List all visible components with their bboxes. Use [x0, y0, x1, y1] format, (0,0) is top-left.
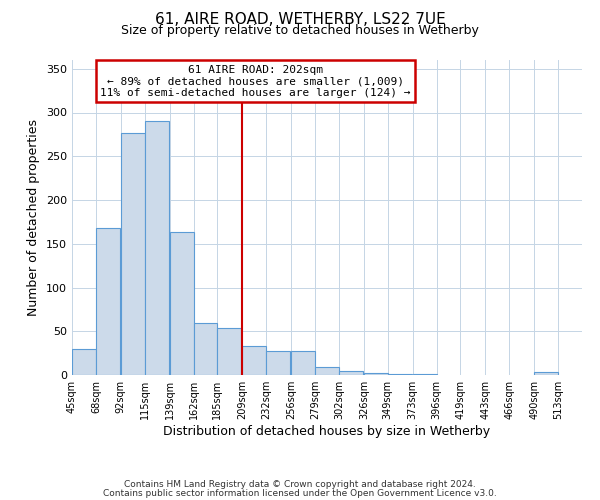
Text: Contains HM Land Registry data © Crown copyright and database right 2024.: Contains HM Land Registry data © Crown c…	[124, 480, 476, 489]
Bar	[72, 349, 96, 375]
Bar	[315, 367, 339, 375]
Bar	[242, 346, 266, 375]
Bar	[121, 132, 145, 375]
Bar	[388, 374, 412, 375]
Text: 61, AIRE ROAD, WETHERBY, LS22 7UE: 61, AIRE ROAD, WETHERBY, LS22 7UE	[155, 12, 445, 28]
Y-axis label: Number of detached properties: Number of detached properties	[28, 119, 40, 316]
Text: Size of property relative to detached houses in Wetherby: Size of property relative to detached ho…	[121, 24, 479, 37]
Bar	[170, 232, 194, 375]
Bar	[217, 328, 241, 375]
Bar	[413, 374, 437, 375]
Bar	[339, 370, 363, 375]
Bar	[534, 372, 558, 375]
X-axis label: Distribution of detached houses by size in Wetherby: Distribution of detached houses by size …	[163, 425, 491, 438]
Bar	[145, 121, 169, 375]
Bar	[291, 352, 315, 375]
Bar	[364, 373, 388, 375]
Text: Contains public sector information licensed under the Open Government Licence v3: Contains public sector information licen…	[103, 488, 497, 498]
Bar	[194, 322, 217, 375]
Text: 61 AIRE ROAD: 202sqm
← 89% of detached houses are smaller (1,009)
11% of semi-de: 61 AIRE ROAD: 202sqm ← 89% of detached h…	[100, 64, 411, 98]
Bar	[96, 228, 120, 375]
Bar	[266, 352, 290, 375]
